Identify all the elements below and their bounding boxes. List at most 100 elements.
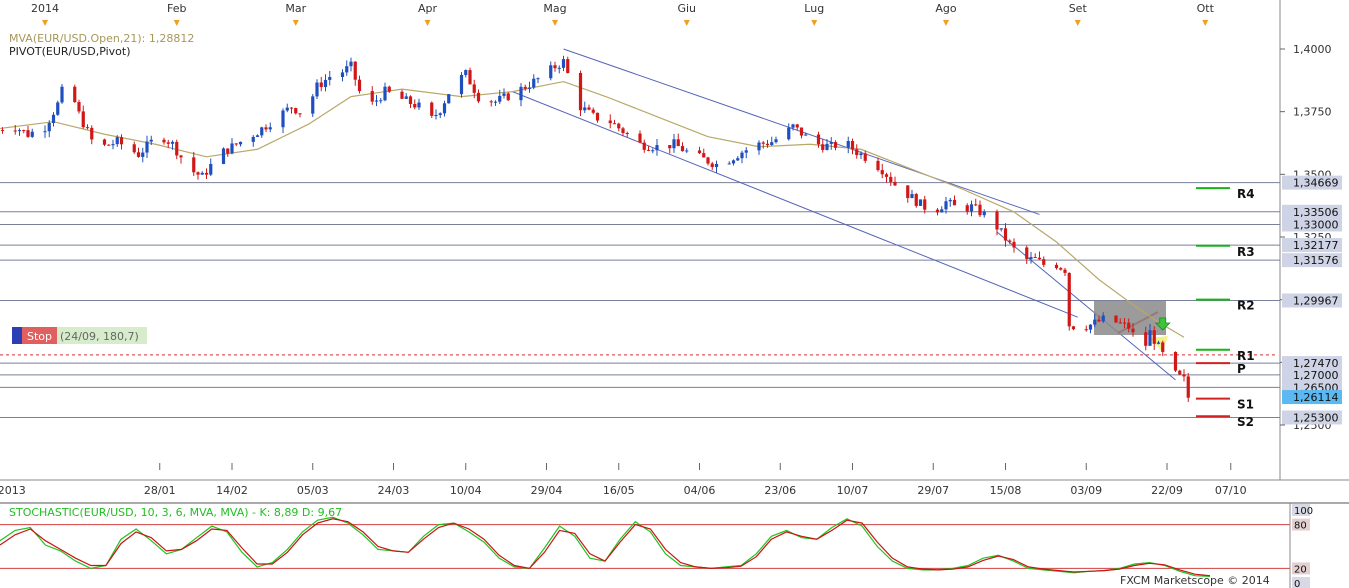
- bearish-candle: [264, 127, 268, 130]
- month-axis: 2014 Feb Mar Apr Mag Giu Lug Ago Set Ott: [31, 2, 1215, 26]
- bullish-candle: [230, 143, 234, 154]
- date-label: 22/09: [1151, 484, 1183, 497]
- bearish-candle: [175, 141, 179, 156]
- bullish-candle: [940, 209, 944, 213]
- pivot-label: R4: [1237, 187, 1255, 201]
- bearish-candle: [893, 181, 897, 186]
- bearish-candle: [430, 102, 434, 116]
- bearish-candle: [553, 65, 557, 69]
- bullish-candle: [918, 199, 923, 206]
- bearish-candle: [621, 128, 625, 134]
- stochastic-k-line: [0, 516, 1211, 577]
- bullish-candle: [145, 141, 149, 153]
- price-panel[interactable]: 2014 Feb Mar Apr Mag Giu Lug Ago Set Ott 19/12/20…: [0, 0, 1280, 497]
- bearish-candle: [799, 127, 804, 136]
- bullish-candle: [685, 150, 689, 152]
- month-label: Ott: [1197, 2, 1215, 15]
- bullish-candle: [374, 100, 379, 102]
- bearish-candle: [1042, 259, 1046, 265]
- bearish-candle: [587, 107, 591, 110]
- bearish-candle: [162, 139, 166, 143]
- bearish-candle: [132, 144, 136, 153]
- bullish-candle: [379, 100, 383, 102]
- bearish-candle: [668, 145, 672, 149]
- bullish-candle: [527, 87, 532, 89]
- bullish-candle: [442, 103, 447, 114]
- bearish-candle: [400, 91, 404, 99]
- pivot-label: R2: [1237, 299, 1255, 313]
- bullish-candle: [655, 145, 659, 151]
- bullish-candle: [115, 137, 119, 145]
- date-label: 05/03: [297, 484, 329, 497]
- bearish-candle: [107, 144, 111, 146]
- bullish-candle: [736, 158, 740, 161]
- bearish-candle: [855, 149, 859, 156]
- month-marker-icon: [1074, 20, 1081, 26]
- bearish-candle: [965, 205, 969, 212]
- stochastic-d-line: [0, 518, 1211, 577]
- bearish-candle: [81, 111, 85, 128]
- pivot-label: R3: [1237, 245, 1255, 259]
- consolidation-box: [1094, 301, 1166, 335]
- bearish-candle: [608, 120, 612, 124]
- bearish-candle: [353, 61, 357, 80]
- bearish-candle: [795, 124, 799, 128]
- bearish-candle: [1173, 351, 1178, 371]
- date-label: 29/04: [531, 484, 563, 497]
- bearish-candle: [166, 142, 170, 144]
- date-label: 14/02: [216, 484, 248, 497]
- price-label-box: [1282, 253, 1342, 268]
- bearish-candle: [1144, 332, 1148, 346]
- date-axis: 19/12/2013 28/01 14/02 05/03 24/03 10/04 29/04…: [0, 463, 1247, 497]
- bearish-candle: [638, 133, 642, 143]
- stop-order-marker[interactable]: Stop (24/09, 180,7): [12, 327, 147, 344]
- stochastic-label-box: [1292, 518, 1310, 531]
- month-label: Ago: [935, 2, 957, 15]
- bullish-candle: [1088, 324, 1093, 330]
- bullish-candle: [340, 72, 345, 77]
- bullish-candle: [1093, 319, 1097, 325]
- bullish-candle: [1156, 342, 1161, 344]
- bullish-candle: [459, 74, 464, 95]
- pivot-label: R1: [1237, 349, 1255, 363]
- bearish-candle: [884, 174, 889, 177]
- stochastic-panel[interactable]: STOCHASTIC(EUR/USD, 10, 3, 6, MVA, MVA) …: [0, 502, 1349, 588]
- bullish-candle: [60, 86, 64, 103]
- bearish-candle: [1063, 269, 1067, 273]
- month-label: Mag: [543, 2, 566, 15]
- month-label: Apr: [418, 2, 438, 15]
- bearish-candle: [889, 176, 893, 182]
- bullish-candle: [519, 86, 523, 101]
- bearish-candle: [476, 92, 481, 102]
- bearish-candle: [1025, 247, 1029, 259]
- bearish-candle: [1008, 240, 1012, 242]
- ma-legend: MVA(EUR/USD.Open,21): 1,28812: [9, 32, 194, 45]
- bearish-candle: [1003, 228, 1008, 241]
- bullish-candle: [323, 79, 328, 88]
- price-label-box: [1282, 175, 1342, 190]
- bearish-candle: [357, 79, 362, 92]
- bullish-candle: [999, 228, 1003, 230]
- bearish-candle: [192, 157, 196, 173]
- bullish-candle: [281, 110, 285, 128]
- stochastic-tick-label: 100: [1294, 506, 1313, 517]
- date-label: 19/12/2013: [0, 484, 26, 497]
- pivot-label: S2: [1237, 415, 1254, 429]
- bearish-candle: [646, 149, 651, 151]
- bearish-candle: [102, 139, 107, 145]
- bearish-candle: [1067, 272, 1071, 327]
- stochastic-tick-label: 0: [1294, 579, 1300, 588]
- bullish-candle: [255, 135, 260, 137]
- bearish-candle: [617, 123, 621, 129]
- bullish-candle: [434, 115, 438, 117]
- bearish-candle: [833, 142, 838, 148]
- date-label: 10/07: [837, 484, 869, 497]
- bearish-candle: [821, 144, 825, 150]
- bullish-candle: [149, 139, 153, 142]
- bullish-candle: [17, 130, 22, 132]
- date-label: 29/07: [917, 484, 949, 497]
- bearish-candle: [468, 70, 472, 85]
- price-label: 1,34669: [1293, 177, 1339, 190]
